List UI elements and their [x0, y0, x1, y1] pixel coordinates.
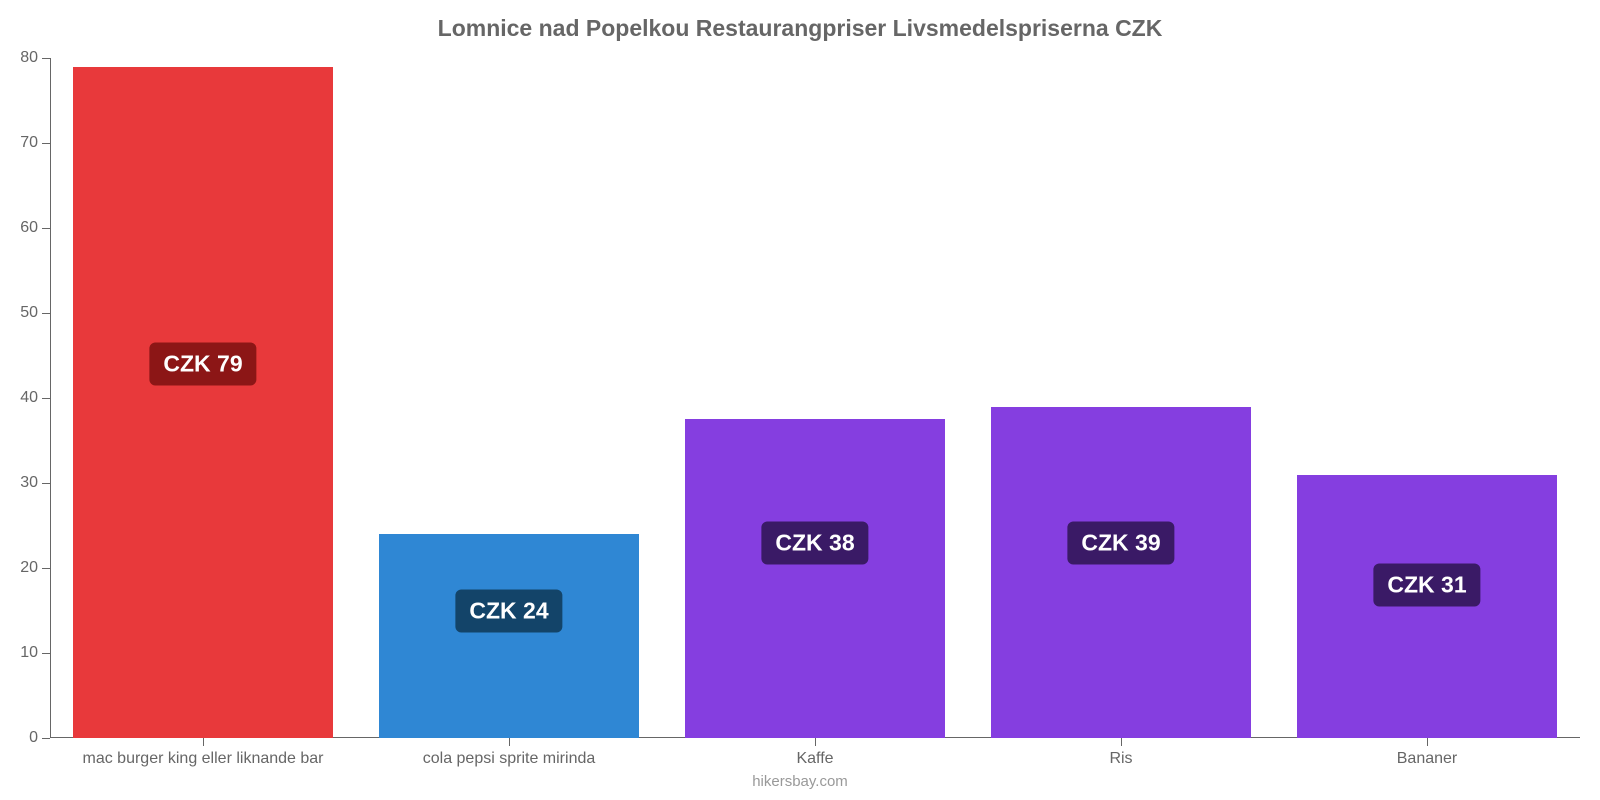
y-tick — [42, 228, 50, 229]
bar — [379, 534, 639, 738]
x-tick — [203, 738, 204, 746]
y-tick-label: 30 — [20, 474, 38, 492]
y-tick-label: 80 — [20, 49, 38, 67]
y-tick-label: 40 — [20, 389, 38, 407]
x-tick-label: Bananer — [1397, 750, 1458, 768]
y-tick-label: 0 — [29, 729, 38, 747]
y-tick — [42, 398, 50, 399]
x-tick — [1121, 738, 1122, 746]
bar — [991, 407, 1251, 739]
value-label: CZK 79 — [149, 343, 256, 386]
x-tick-label: Kaffe — [796, 750, 833, 768]
y-tick — [42, 58, 50, 59]
y-tick — [42, 653, 50, 654]
x-tick-label: mac burger king eller liknande bar — [82, 750, 323, 768]
value-label: CZK 38 — [761, 521, 868, 564]
y-tick — [42, 313, 50, 314]
value-label: CZK 31 — [1373, 564, 1480, 607]
y-tick-label: 10 — [20, 644, 38, 662]
bar — [73, 67, 333, 739]
value-label: CZK 39 — [1067, 521, 1174, 564]
y-axis — [50, 58, 51, 738]
x-tick-label: Ris — [1109, 750, 1132, 768]
attribution: hikersbay.com — [0, 773, 1600, 790]
bar — [685, 419, 945, 738]
x-tick — [1427, 738, 1428, 746]
x-tick — [509, 738, 510, 746]
y-tick-label: 60 — [20, 219, 38, 237]
y-tick-label: 20 — [20, 559, 38, 577]
y-tick — [42, 738, 50, 739]
plot-area: 01020304050607080 mac burger king eller … — [50, 58, 1580, 738]
value-label: CZK 24 — [455, 589, 562, 632]
y-tick — [42, 483, 50, 484]
x-tick — [815, 738, 816, 746]
x-tick-label: cola pepsi sprite mirinda — [423, 750, 596, 768]
y-tick — [42, 568, 50, 569]
y-tick — [42, 143, 50, 144]
chart-title: Lomnice nad Popelkou Restaurangpriser Li… — [0, 15, 1600, 42]
y-tick-label: 50 — [20, 304, 38, 322]
y-tick-label: 70 — [20, 134, 38, 152]
